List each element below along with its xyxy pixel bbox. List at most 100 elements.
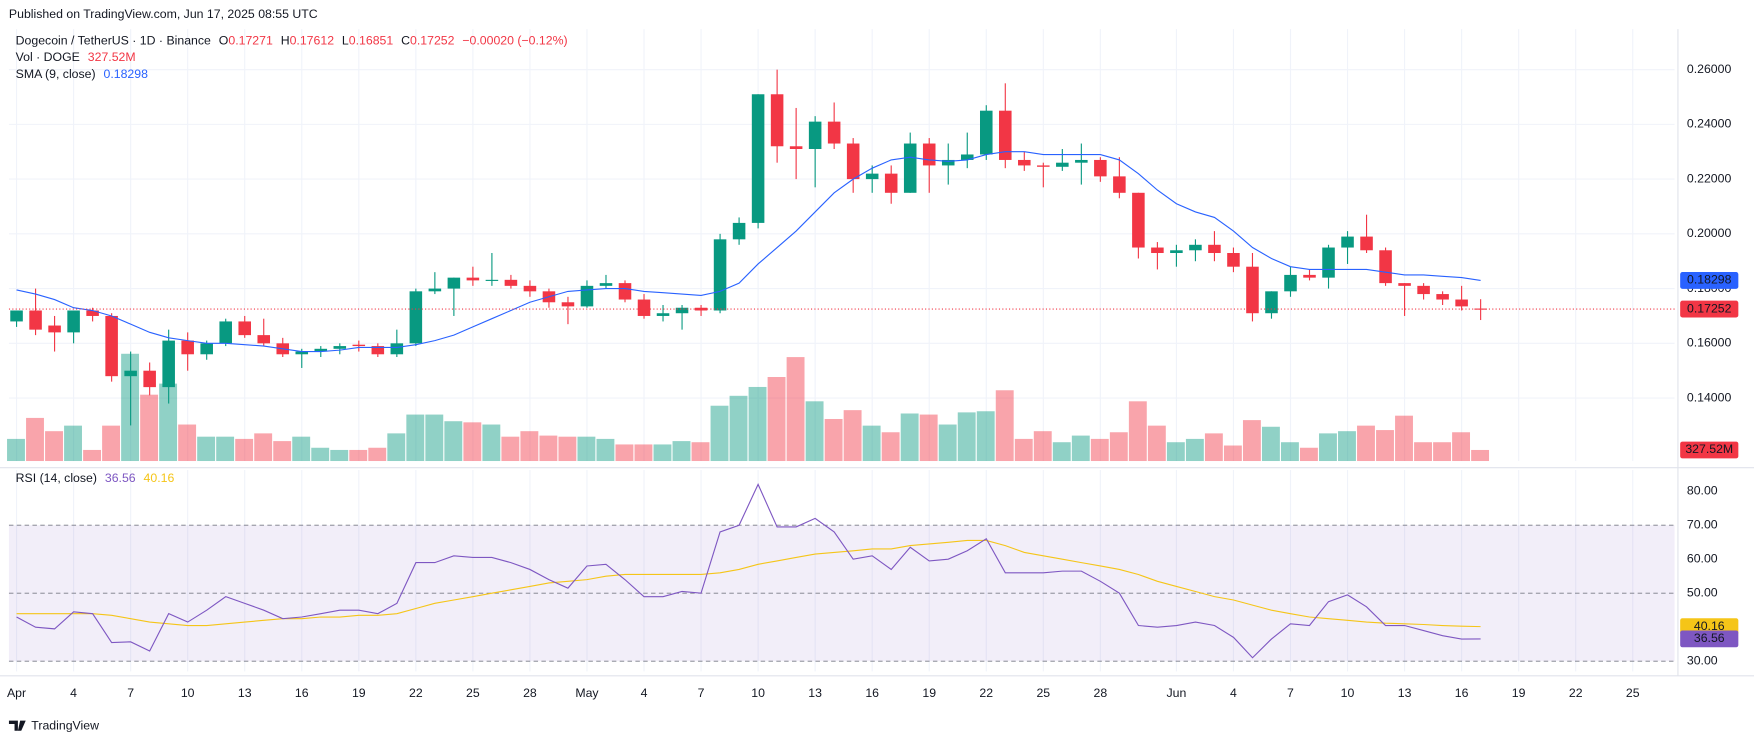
panes	[7, 69, 1675, 662]
volume-bar	[349, 449, 368, 462]
y-tick-label: 0.20000	[1687, 226, 1732, 240]
volume-bar	[482, 424, 501, 462]
volume-bar	[938, 424, 957, 462]
candle-body	[808, 121, 822, 150]
candle-body	[1094, 159, 1107, 177]
x-tick-label: 19	[1512, 686, 1526, 700]
candle-body	[751, 94, 765, 223]
volume-bar	[292, 436, 311, 462]
volume-bar	[254, 433, 273, 462]
volume-bar	[368, 447, 387, 462]
ohlc-value: 0.16851	[349, 34, 394, 48]
volume-bar	[102, 425, 121, 462]
candle-body	[29, 310, 42, 330]
volume-name: Vol · DOGE	[16, 50, 80, 64]
candle-body	[1455, 299, 1468, 307]
volume-bar	[805, 401, 824, 462]
x-tick-label: 22	[1569, 686, 1583, 700]
volume-bar	[501, 436, 520, 462]
volume-bar	[311, 447, 330, 462]
rsi-line	[16, 483, 1481, 659]
x-tick-label: 10	[1341, 686, 1355, 700]
candle-body	[1379, 250, 1392, 284]
rsi-value: 36.56	[105, 471, 136, 485]
rsi-axis-label: 36.56	[1694, 631, 1725, 645]
symbol-title: Dogecoin / TetherUS · 1D · Binance	[16, 34, 211, 48]
volume-bar	[1357, 425, 1375, 462]
volume-bar	[1319, 433, 1337, 462]
volume-bar	[539, 435, 558, 462]
volume-bar	[1052, 442, 1071, 462]
rsi-name: RSI (14, close)	[16, 471, 97, 485]
volume-bar	[1280, 442, 1299, 462]
volume-bar	[691, 442, 710, 462]
volume-bar	[235, 438, 254, 462]
volume-bar	[995, 390, 1014, 462]
volume-bar	[558, 436, 577, 462]
x-tick-label: 16	[295, 686, 309, 700]
candle-body	[466, 277, 480, 281]
volume-bar	[520, 431, 539, 462]
volume-bar	[159, 383, 178, 462]
candle-body	[1417, 285, 1430, 295]
candle-body	[1227, 253, 1240, 267]
volume-bar	[1204, 433, 1223, 462]
x-tick-label: 28	[523, 686, 537, 700]
volume-bar	[900, 413, 919, 462]
candle-body	[1113, 176, 1126, 193]
volume-bar	[786, 357, 805, 462]
volume-bar	[1014, 438, 1033, 462]
volume-bar	[634, 444, 653, 462]
candle-body	[86, 310, 99, 316]
volume-bar	[824, 418, 843, 462]
x-tick-label: 16	[1455, 686, 1469, 700]
x-tick-label: Jun	[1166, 686, 1186, 700]
x-tick-label: 22	[409, 686, 423, 700]
rsi-ma-line	[16, 539, 1481, 628]
volume-bar	[273, 441, 292, 462]
candle-body	[941, 159, 955, 166]
candle-body	[1170, 250, 1183, 254]
legend-main: Dogecoin / TetherUS · 1D · Binance O0.17…	[16, 34, 568, 48]
volume-bar	[463, 422, 482, 462]
x-tick-label: 4	[641, 686, 648, 700]
x-tick-label: 25	[1036, 686, 1050, 700]
candle-body	[1398, 283, 1411, 286]
volume-axis-label-box	[1680, 441, 1739, 459]
candle-body	[143, 370, 156, 388]
candle-body	[105, 315, 118, 377]
candle-body	[200, 343, 213, 355]
volume-bar	[843, 410, 862, 462]
candle-body	[1075, 159, 1088, 163]
volume-bar	[1338, 431, 1356, 462]
volume-bar	[1185, 438, 1204, 462]
legend-volume: Vol · DOGE 327.52M	[16, 50, 136, 64]
x-tick-label: 25	[1626, 686, 1640, 700]
y-tick-label: 0.14000	[1687, 390, 1732, 404]
candle-body	[561, 302, 575, 307]
sma-axis-label: 0.18298	[1687, 273, 1732, 287]
x-tick-label: 10	[751, 686, 765, 700]
logo-icon	[8, 720, 26, 731]
candle-body	[371, 346, 385, 355]
rsi-tick-label: 70.00	[1687, 517, 1718, 531]
volume-bar	[729, 395, 748, 462]
candle-body	[48, 325, 61, 333]
volume-bar	[672, 441, 691, 462]
volume-bar	[1166, 442, 1185, 462]
ohlc-label: L	[342, 34, 349, 48]
legend-rsi: RSI (14, close) 36.56 40.16	[16, 471, 175, 485]
volume-bar	[45, 431, 63, 462]
volume-bar	[1033, 431, 1052, 462]
candle-body	[409, 291, 423, 344]
volume-bar	[216, 436, 235, 462]
candle-body	[352, 344, 366, 347]
candle-body	[979, 110, 993, 155]
volume-bar	[140, 394, 159, 462]
volume-bar	[178, 424, 197, 462]
rsi-axis-label-box	[1680, 630, 1739, 648]
volume-bar	[919, 414, 938, 462]
volume-bar	[957, 412, 976, 462]
candle-body	[219, 321, 232, 344]
